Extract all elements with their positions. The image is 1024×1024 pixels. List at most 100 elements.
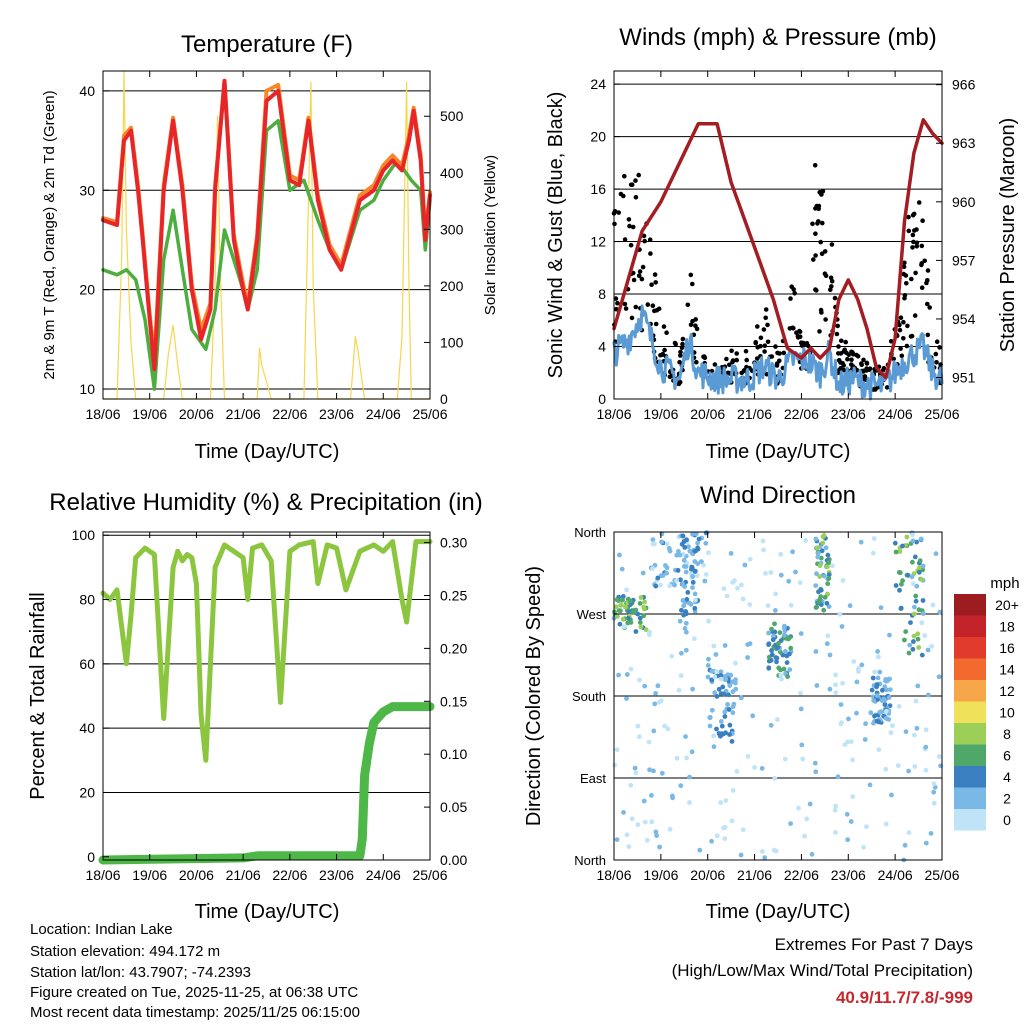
direction-point — [714, 694, 720, 699]
direction-point — [658, 698, 664, 704]
direction-point — [683, 647, 689, 653]
direction-point — [813, 605, 819, 610]
gust-point — [627, 223, 632, 229]
direction-point — [722, 836, 728, 841]
gust-point — [911, 211, 917, 217]
direction-point — [923, 744, 929, 750]
y2-tick-label: 960 — [952, 194, 976, 210]
direction-point — [838, 702, 844, 707]
direction-point — [788, 602, 794, 608]
gust-point — [902, 295, 907, 301]
direction-point — [627, 598, 633, 604]
x-tick-label: 18/06 — [85, 406, 120, 422]
direction-point — [933, 551, 939, 557]
direction-point — [871, 698, 877, 703]
x-tick-label: 23/06 — [831, 406, 866, 422]
station-pressure-line — [612, 118, 944, 380]
direction-point — [709, 677, 715, 683]
gust-point — [818, 239, 823, 245]
gust-point — [888, 339, 894, 344]
direction-point — [802, 833, 807, 839]
direction-point — [763, 571, 768, 576]
direction-point — [909, 574, 915, 580]
x-tick-label: 20/06 — [690, 406, 725, 422]
gust-point — [919, 243, 925, 249]
direction-point — [678, 783, 684, 789]
direction-point — [690, 686, 695, 692]
direction-point — [667, 826, 673, 832]
relative-humidity-line — [100, 539, 433, 763]
direction-point — [662, 723, 668, 729]
info-created: Figure created on Tue, 2025-11-25, at 06… — [30, 984, 359, 1001]
direction-point — [898, 605, 904, 611]
x-tick-label: 25/06 — [924, 867, 959, 883]
direction-point — [825, 564, 830, 570]
gust-point — [828, 287, 833, 293]
direction-point — [798, 706, 804, 712]
direction-point — [876, 747, 882, 752]
direction-point — [644, 837, 650, 843]
x-tick-label: 19/06 — [132, 867, 167, 883]
direction-point — [904, 534, 910, 540]
direction-point — [870, 675, 876, 681]
direction-point — [702, 578, 708, 584]
direction-point — [618, 602, 624, 608]
direction-point — [914, 725, 920, 731]
gust-point — [934, 339, 940, 345]
humidity-ylabel-left: Percent & Total Rainfall — [27, 592, 49, 800]
direction-point — [913, 698, 919, 704]
gust-point — [688, 272, 694, 278]
direction-point — [641, 798, 647, 804]
direction-point — [923, 840, 929, 846]
direction-point — [868, 710, 874, 716]
x-tick-label: 25/06 — [412, 406, 447, 422]
direction-point — [638, 624, 644, 630]
x-tick-label: 19/06 — [643, 406, 678, 422]
gust-point — [909, 276, 914, 282]
direction-point — [624, 832, 630, 838]
direction-point — [628, 666, 634, 672]
direction-point — [814, 571, 819, 577]
gust-point — [631, 277, 637, 283]
direction-point — [768, 722, 774, 728]
direction-point — [872, 713, 877, 719]
x-tick-label: 20/06 — [179, 867, 214, 883]
y-tick-label: 20 — [590, 129, 606, 145]
direction-point — [752, 765, 757, 770]
direction-point — [827, 686, 833, 692]
x-tick-label: 24/06 — [878, 406, 913, 422]
direction-point — [766, 641, 772, 647]
direction-point — [799, 742, 805, 748]
direction-point — [692, 605, 698, 611]
direction-point — [903, 729, 909, 735]
x-tick-label: 22/06 — [784, 867, 819, 883]
direction-point — [716, 686, 722, 692]
direction-point — [896, 704, 902, 709]
direction-xlabel: Time (Day/UTC) — [706, 901, 851, 923]
direction-point — [826, 560, 832, 566]
direction-point — [733, 686, 739, 692]
y-tick-label: 20 — [79, 282, 95, 298]
direction-point — [920, 598, 926, 603]
direction-point — [874, 718, 880, 724]
direction-point — [850, 757, 855, 763]
gust-point — [840, 360, 845, 366]
direction-point — [916, 569, 922, 575]
direction-point — [800, 756, 806, 762]
direction-point — [649, 819, 655, 825]
gust-point — [629, 315, 635, 321]
gust-point — [649, 282, 654, 288]
direction-point — [772, 621, 777, 627]
direction-point — [905, 572, 911, 578]
direction-point — [833, 672, 838, 678]
gust-point — [613, 296, 619, 301]
direction-point — [769, 626, 774, 632]
direction-point — [642, 683, 648, 689]
y2-tick-label: 0.30 — [440, 535, 467, 551]
direction-point — [807, 801, 813, 807]
direction-point — [701, 562, 706, 568]
direction-point — [760, 849, 765, 854]
direction-point — [902, 637, 907, 643]
legend-label: 8 — [1003, 726, 1011, 742]
direction-point — [678, 577, 683, 583]
